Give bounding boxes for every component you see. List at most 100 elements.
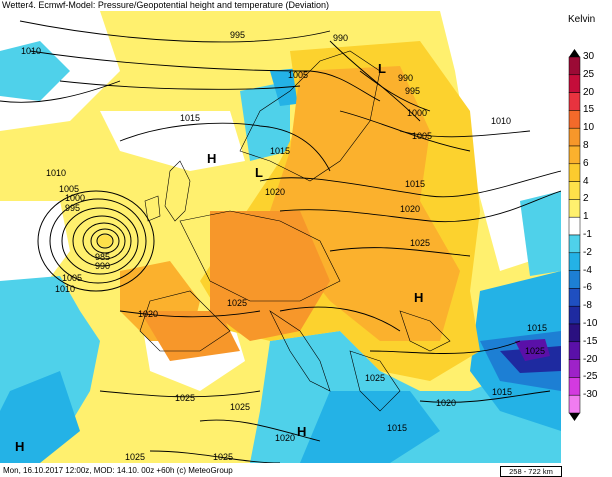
isobar-label-group: 995 990 1010 1005 1015 990 995 1000 1005… [21,30,547,462]
high-pressure-marker: H [207,151,216,166]
isobar-label: 1025 [410,238,430,248]
legend-label: -1 [583,229,592,240]
legend-label: 6 [583,157,589,169]
isobar-label: 1025 [230,402,250,412]
map-title: Wetter4. Ecmwf-Model: Pressure/Geopotent… [2,0,329,10]
legend-swatch [568,288,581,307]
legend-label: -8 [583,300,592,312]
isobar-label: 1010 [21,46,41,56]
legend-swatch [568,199,581,218]
high-pressure-marker: H [15,439,24,454]
scale-indicator: 258 - 722 km [500,466,562,477]
legend-label: -10 [583,318,598,329]
low-pressure-marker: L [378,61,386,76]
legend-swatch [568,145,581,165]
legend-label: 4 [583,175,589,187]
legend-colorbar [568,49,581,421]
legend-label: -20 [583,353,598,365]
warm-zone-france-germany [210,211,330,341]
legend-swatch [568,216,581,236]
isobar-label: 1015 [527,323,547,333]
cold-zone-iceland [0,41,70,101]
legend-swatch [568,377,581,396]
cold-zone-norway [240,81,290,161]
legend-label: -30 [583,389,598,401]
pressure-center-group: L H L H H H [15,61,423,454]
legend-swatch [568,323,581,343]
atlantic-low-rings [37,190,155,292]
isobar-label: 1015 [180,113,200,123]
legend-swatch [568,181,581,200]
legend-label: -2 [583,246,592,258]
legend-swatch [568,110,581,129]
cold-zone-east [520,191,561,276]
legend-swatch [568,163,581,182]
legend-swatch [568,74,581,93]
isobar-label: 1015 [405,179,425,189]
legend-label: -25 [583,371,598,383]
isobar-label: 990 [333,33,348,43]
legend-label: 25 [583,68,595,80]
cold-zone-turkey-peak [515,339,550,361]
legend-label: 15 [583,104,595,116]
legend-swatch [568,56,581,76]
isobar-label: 1020 [436,398,456,408]
isobar-label: 1025 [525,346,545,356]
legend-swatch [568,92,581,111]
isobar-label: 1015 [492,387,512,397]
legend-label: -15 [583,335,598,347]
isobar-label: 1025 [227,298,247,308]
legend-swatch [568,394,581,414]
legend-swatch [568,127,581,147]
legend-label: 2 [583,193,589,205]
high-pressure-marker: H [297,424,306,439]
weather-map[interactable]: 995 990 1010 1005 1015 990 995 1000 1005… [0,11,561,463]
neutral-zone-north-sea-west [100,111,245,171]
isobar-label: 995 [405,86,420,96]
isobar-label: 1020 [265,187,285,197]
isobar-label: 1010 [55,284,75,294]
legend-label: 30 [583,51,595,62]
legend-swatch [568,305,581,325]
legend-swatch [568,341,581,360]
isobar-label: 1005 [59,184,79,194]
isobar-label: 1025 [125,452,145,462]
isobar-label: 1020 [138,309,158,319]
legend-swatch [568,359,581,378]
legend-swatch [568,234,581,254]
isobar-label: 990 [398,73,413,83]
legend-label: 8 [583,140,589,151]
isobar-label: 990 [95,261,110,271]
legend-label: -4 [583,264,592,276]
legend-swatch [568,252,581,271]
isobar-label: 1010 [46,168,66,178]
weather-map-svg: 995 990 1010 1005 1015 990 995 1000 1005… [0,11,561,463]
isobar-lines [0,20,561,463]
legend-label: -6 [583,282,592,294]
isobar-label: 1000 [65,193,85,203]
isobar-label: 1015 [387,423,407,433]
legend-unit: Kelvin [568,14,596,25]
legend: Kelvin 30 25 20 15 10 8 6 4 2 1 -1 -2 -4 -6 -8 -10 -15 -2… [561,0,612,477]
isobar-label: 1025 [213,452,233,462]
isobar-label: 995 [65,203,80,213]
high-pressure-marker: H [414,290,423,305]
footer-run-info: Mon, 16.10.2017 12:00z, MOD: 14.10. 00z … [3,466,233,475]
legend-label: 1 [583,211,589,223]
legend-swatch [568,270,581,289]
cold-zone-med-east [300,391,440,463]
legend-label: 20 [583,86,595,98]
isobar-label: 1005 [288,70,308,80]
isobar-label: 1020 [400,204,420,214]
warm-zone-iberia-core [140,311,240,361]
isobar-label: 1000 [407,108,427,118]
cold-zone-southwest [0,371,80,463]
isobar-label: 1020 [275,433,295,443]
isobar-label: 1010 [491,116,511,126]
isobar-label: 995 [230,30,245,40]
low-core [98,235,112,247]
isobar-label: 1005 [412,131,432,141]
coastlines [139,50,451,412]
legend-label: 10 [583,122,595,134]
isobar-label: 1015 [270,146,290,156]
